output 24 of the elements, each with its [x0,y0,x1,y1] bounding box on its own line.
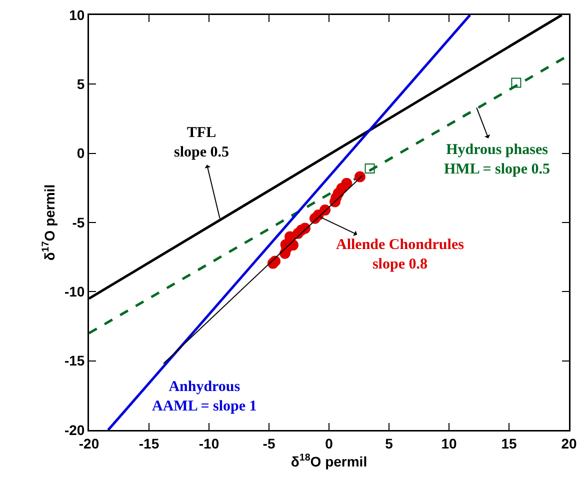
point [354,171,366,182]
x-tick-label: 10 [441,435,457,452]
y-tick-label: 5 [76,76,85,92]
point [364,164,375,174]
y-tick-label: -20 [64,422,85,438]
y-tick-label: 0 [76,145,85,162]
point [341,178,352,189]
annotation: TFL slope 0.5 [174,125,230,160]
y-tick-label: -10 [64,284,85,300]
annotation: Hydrous phases HML = slope 0.5 [444,142,550,178]
y-tick-label: -15 [64,352,85,369]
x-tick-label: -5 [262,435,276,452]
x-tick-label: 20 [561,435,577,452]
x-tick-label: -10 [198,435,220,452]
x-tick-label: -15 [138,435,160,452]
x-tick-label: 15 [501,435,517,452]
y-tick-label: 10 [69,6,85,23]
x-axis-title: δ$^{18}$O permil [290,452,368,470]
y-tick-label: -5 [72,214,85,230]
annotation: Allende Chondrules slope 0.8 [336,237,464,272]
x-tick-label: 0 [325,435,334,452]
x-tick-label: 5 [385,435,394,452]
point [511,78,522,88]
annotation: Anhydrous AAML = slope 1 [152,379,257,414]
